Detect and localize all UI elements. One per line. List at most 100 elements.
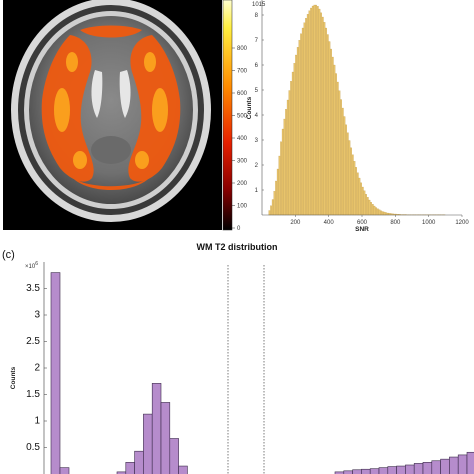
t2-bar (413, 463, 424, 474)
snr-bar (385, 212, 387, 216)
snr-bar (276, 168, 279, 216)
snr-bar (291, 71, 294, 216)
snr-bar (336, 81, 339, 216)
snr-y-tick-label: 3 (255, 138, 259, 144)
t2-y-tick-label: 1 (34, 416, 40, 427)
snr-bar (316, 6, 319, 216)
ventricles (91, 70, 131, 118)
snr-bar (315, 4, 317, 216)
t2-y-tick-label: 1.5 (26, 389, 40, 400)
snr-bar (346, 132, 349, 216)
snr-bar (368, 199, 371, 216)
snr-bar (380, 210, 382, 216)
snr-x-tick-label: 400 (324, 220, 335, 226)
mri-image (3, 0, 222, 230)
snr-bar (381, 211, 384, 216)
t2-bars (50, 272, 474, 474)
snr-bar (321, 16, 324, 216)
snr-y-tick-label: 2 (255, 163, 259, 169)
snr-bar (331, 56, 334, 216)
t2-bar (369, 468, 380, 474)
white-matter-highlights (54, 52, 168, 169)
snr-bar (305, 18, 307, 216)
snr-bar (283, 118, 286, 216)
snr-bar (355, 167, 357, 216)
t2-bar (134, 450, 144, 474)
t2-bar (422, 462, 433, 474)
snr-y-tick-label: 6 (255, 63, 259, 69)
snr-bars (268, 4, 446, 216)
snr-bar (298, 40, 301, 216)
snr-bar (271, 199, 274, 216)
t2-bar (396, 465, 406, 474)
colorbar-label: 700 (237, 69, 248, 75)
snr-x-tick-label: 1000 (422, 220, 436, 226)
panel-label: (c) (2, 249, 15, 261)
t2-y-tick-label: 0.5 (26, 442, 40, 453)
t2-bar (160, 402, 171, 474)
snr-bar (360, 182, 362, 216)
t2-exponent: ×106 (25, 261, 38, 270)
snr-bar (308, 10, 311, 216)
snr-ylabel: Counts (246, 96, 253, 119)
snr-bar (350, 147, 352, 216)
t2-bar (50, 272, 61, 474)
snr-bar (361, 186, 364, 216)
snr-xlabel: SNR (355, 226, 369, 233)
snr-bar (326, 34, 329, 216)
snr-bar (295, 54, 297, 216)
snr-y-tick-label: 7 (255, 38, 259, 44)
snr-x-tick-label: 1200 (455, 220, 469, 226)
snr-bar (286, 99, 289, 216)
snr-y-tick-label: 1 (255, 188, 259, 194)
t2-bar (59, 467, 70, 474)
snr-bar (275, 180, 277, 216)
t2-bar (431, 460, 441, 474)
snr-bar (320, 12, 322, 216)
snr-bar (311, 5, 314, 216)
snr-bar (356, 172, 359, 216)
snr-bar (323, 22, 326, 216)
snr-bar (296, 47, 299, 216)
snr-bar (348, 140, 351, 216)
snr-histogram: 8 7 6 5 4 3 2 1 200 400 600 800 1000 1200 Counts SNR (246, 0, 469, 233)
t2-bar (457, 454, 468, 474)
snr-bar (338, 90, 341, 216)
snr-bar (340, 99, 342, 216)
colorbar-label: 0 (237, 226, 241, 232)
snr-bar (330, 48, 332, 216)
snr-bar (351, 154, 354, 216)
t2-distribution: (c) WM T2 distribution ×106 3.5 3 2.5 2 1.5 1… (2, 242, 474, 474)
colorbar-label: 600 (237, 91, 248, 97)
t2-bar (361, 468, 371, 474)
t2-exponent-power: 6 (35, 261, 38, 267)
snr-bar (328, 41, 331, 216)
colorbar: 1015 800 700 600 500 400 300 200 100 0 (222, 0, 266, 232)
snr-bar (268, 210, 271, 216)
t2-bar (449, 456, 459, 474)
t2-bar (143, 413, 153, 474)
t2-y-tick-label: 2 (34, 363, 40, 374)
snr-bar (270, 205, 272, 216)
t2-bar (178, 465, 188, 474)
snr-bar (376, 208, 379, 216)
t2-bar (125, 462, 135, 474)
snr-bar (301, 27, 304, 216)
snr-y-tick-label: 4 (255, 113, 259, 119)
snr-bar (363, 190, 366, 216)
snr-bar (285, 109, 287, 216)
snr-bar (318, 8, 321, 216)
snr-bar (293, 63, 296, 216)
colorbar-label: 400 (237, 136, 248, 142)
snr-bar (343, 116, 346, 216)
snr-bar (325, 27, 327, 216)
snr-bar (353, 161, 356, 216)
snr-bar (300, 33, 302, 216)
snr-bar (341, 107, 344, 216)
t2-bar (405, 464, 415, 474)
colorbar-label: 300 (237, 159, 248, 165)
t2-bar (387, 466, 397, 474)
snr-y-tick-label: 8 (255, 13, 259, 19)
snr-bar (306, 14, 309, 216)
